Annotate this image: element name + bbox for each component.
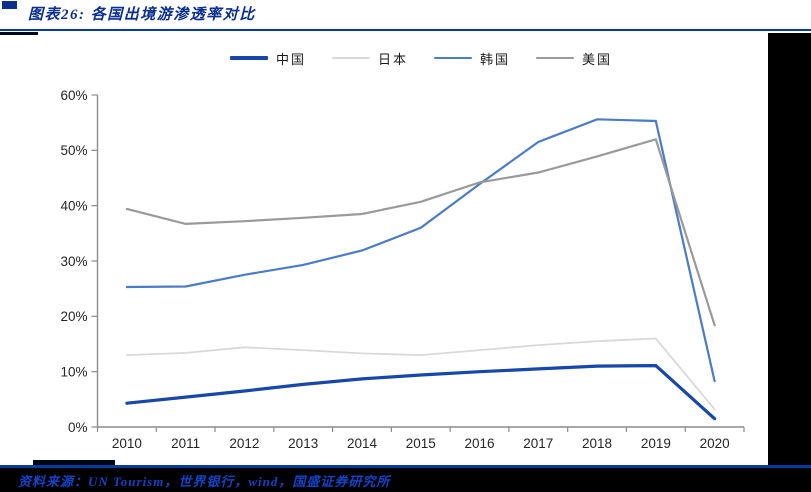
legend-item-us: 美国 bbox=[536, 49, 612, 68]
corner-square-decoration bbox=[2, 1, 17, 9]
x-tick-label: 2013 bbox=[288, 436, 318, 451]
series-line-japan bbox=[126, 337, 716, 411]
axis-frame bbox=[96, 95, 744, 428]
y-tick-label: 30% bbox=[60, 254, 87, 269]
legend-label-china: 中国 bbox=[275, 51, 306, 67]
legend-swatch-china bbox=[229, 56, 268, 60]
bottom-divider-accent-bar bbox=[33, 460, 115, 465]
y-tick-label: 40% bbox=[60, 198, 87, 213]
x-tick-label: 2016 bbox=[464, 436, 494, 451]
chart-legend: 中国 日本 韩国 美国 bbox=[97, 49, 745, 68]
y-tick-label: 10% bbox=[60, 364, 87, 379]
series-line-china bbox=[125, 363, 717, 421]
series-line-korea bbox=[125, 118, 716, 383]
y-tick-label: 20% bbox=[60, 309, 87, 324]
y-tick-label: 50% bbox=[60, 143, 87, 158]
source-text: 资料来源：UN Tourism，世界银行，wind，国盛证券研究所 bbox=[18, 474, 391, 489]
y-tick-label: 0% bbox=[68, 420, 88, 435]
legend-item-korea: 韩国 bbox=[434, 49, 510, 68]
top-divider-line bbox=[0, 29, 811, 31]
x-tick-label: 2012 bbox=[229, 436, 259, 451]
legend-swatch-korea bbox=[434, 56, 472, 60]
legend-swatch-japan bbox=[331, 57, 370, 59]
x-tick-label: 2020 bbox=[700, 436, 730, 451]
x-tick-label: 2018 bbox=[582, 436, 612, 451]
right-black-strip bbox=[768, 33, 811, 492]
footer-band bbox=[0, 468, 811, 492]
legend-item-japan: 日本 bbox=[331, 49, 408, 68]
x-tick-label: 2019 bbox=[641, 436, 671, 451]
y-tick-label: 60% bbox=[60, 88, 87, 103]
legend-item-china: 中国 bbox=[229, 49, 306, 68]
legend-label-us: 美国 bbox=[582, 51, 613, 67]
x-tick-label: 2011 bbox=[171, 436, 200, 451]
x-tick-label: 2015 bbox=[406, 436, 436, 451]
legend-label-japan: 日本 bbox=[377, 51, 408, 67]
chart-title: 图表26: 各国出境游渗透率对比 bbox=[28, 7, 256, 23]
top-divider-accent-bar bbox=[0, 32, 38, 35]
legend-label-korea: 韩国 bbox=[480, 51, 511, 67]
series-line-us bbox=[125, 137, 716, 327]
bottom-divider-line bbox=[0, 465, 811, 468]
legend-swatch-us bbox=[536, 56, 575, 60]
x-tick-label: 2014 bbox=[347, 436, 378, 451]
x-tick-label: 2017 bbox=[523, 436, 553, 451]
x-tick-label: 2010 bbox=[112, 436, 142, 451]
